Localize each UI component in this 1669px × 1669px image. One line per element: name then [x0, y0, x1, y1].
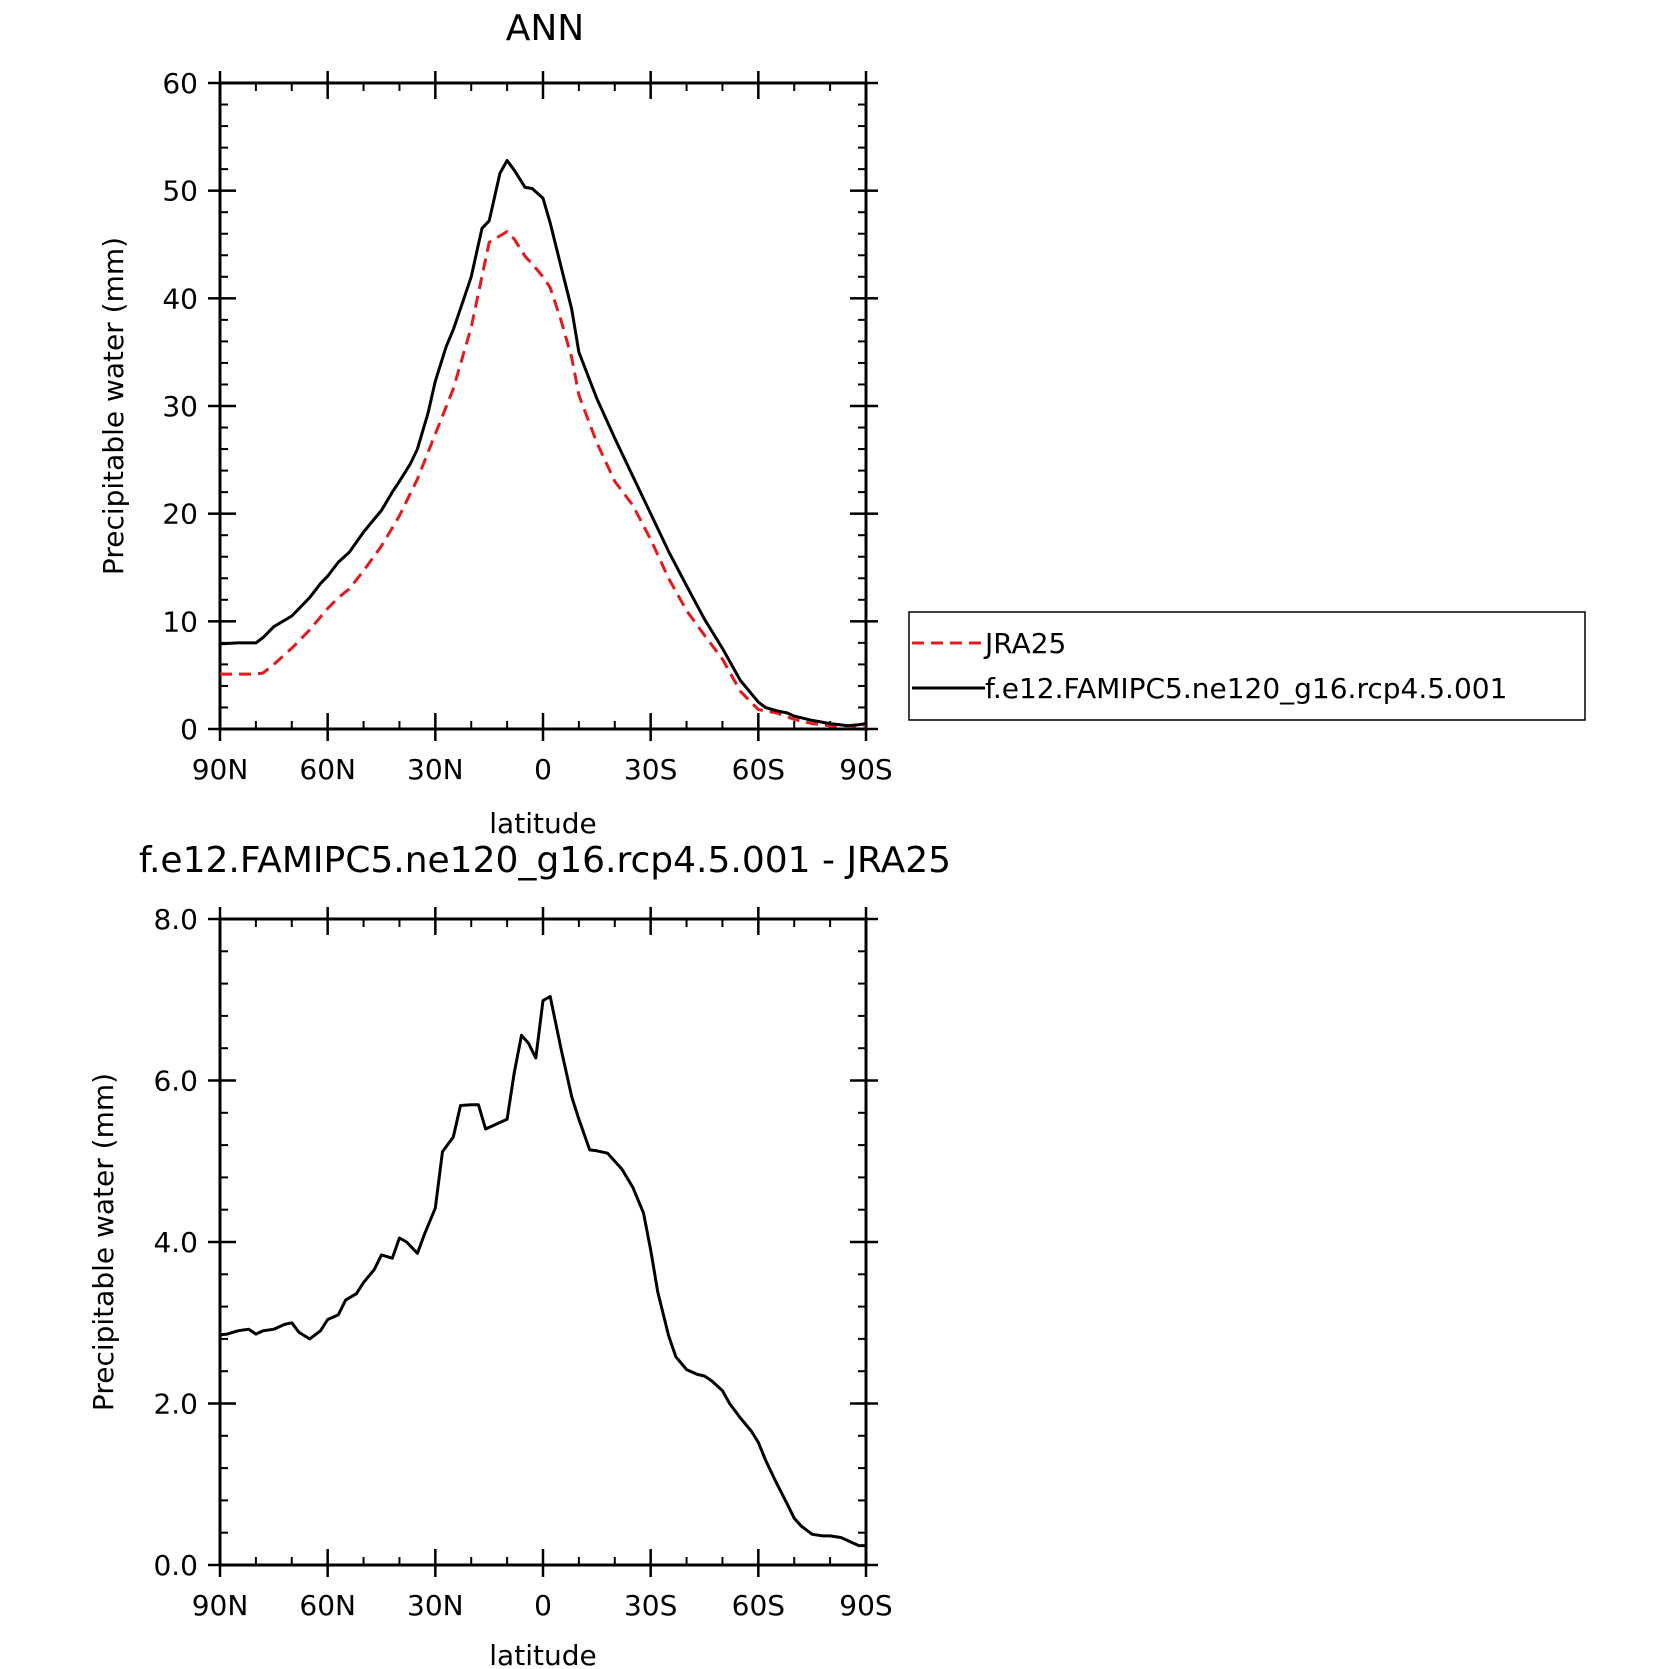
top-plot-frame: [218, 81, 868, 731]
bottom-y-tick-label: 6.0: [153, 1065, 198, 1098]
top-x-tick-label: 0: [534, 753, 552, 786]
bottom-y-tick-label: 8.0: [153, 903, 198, 936]
bottom-y-tick-label: 2.0: [153, 1388, 198, 1421]
bottom-chart: f.e12.FAMIPC5.ne120_g16.rcp4.5.001 - JRA…: [87, 840, 951, 1669]
bottom-axis-ticks: [208, 907, 878, 1577]
legend-label-jra25: JRA25: [983, 627, 1066, 660]
bottom-y-tick-label: 0.0: [153, 1549, 198, 1582]
bottom-x-tick-label: 30S: [624, 1589, 677, 1622]
top-x-tick-label: 60N: [299, 753, 356, 786]
top-x-tick-label: 60S: [732, 753, 785, 786]
bottom-x-axis-label: latitude: [489, 1639, 596, 1669]
bottom-chart-title: f.e12.FAMIPC5.ne120_g16.rcp4.5.001 - JRA…: [139, 840, 951, 881]
top-y-tick-label: 20: [162, 498, 198, 531]
top-y-tick-label: 60: [162, 67, 198, 100]
bottom-x-tick-label: 90N: [192, 1589, 249, 1622]
bottom-x-tick-label: 60N: [299, 1589, 356, 1622]
top-y-axis-label: Precipitable water (mm): [97, 237, 130, 575]
legend: JRA25 f.e12.FAMIPC5.ne120_g16.rcp4.5.001: [908, 611, 1586, 721]
top-x-tick-label: 30S: [624, 753, 677, 786]
top-x-tick-label: 90S: [839, 753, 892, 786]
top-chart-title: ANN: [506, 8, 585, 49]
bottom-series-line-0: [219, 995, 866, 1548]
legend-box: [908, 611, 1586, 721]
top-y-tick-label: 10: [162, 605, 198, 638]
bottom-x-tick-label: 60S: [732, 1589, 785, 1622]
bottom-y-tick-label: 4.0: [153, 1226, 198, 1259]
top-x-axis-label: latitude: [489, 807, 596, 840]
bottom-x-tick-label: 90S: [839, 1589, 892, 1622]
bottom-axis-tick-labels: 90N 60N 30N 0 30S 60S 90S 0.0 2.0 4.0 6.0 8.0: [153, 903, 892, 1622]
top-series-line-jra25: [220, 230, 867, 729]
top-axis-tick-labels: 90N 60N 30N 0 30S 60S 90S 0 10 20 30 40 50 60: [162, 67, 892, 786]
legend-label-model: f.e12.FAMIPC5.ne120_g16.rcp4.5.001: [985, 672, 1507, 705]
top-y-tick-label: 30: [162, 390, 198, 423]
top-x-tick-label: 30N: [407, 753, 464, 786]
top-axis-ticks: [208, 71, 878, 741]
bottom-y-axis-label: Precipitable water (mm): [87, 1073, 120, 1411]
top-x-tick-label: 90N: [192, 753, 249, 786]
bottom-x-tick-label: 30N: [407, 1589, 464, 1622]
top-series-line-f-e12-famipc5-ne120-g16-rcp4-5-001: [219, 159, 867, 728]
top-y-tick-label: 50: [162, 175, 198, 208]
bottom-x-tick-label: 0: [534, 1589, 552, 1622]
top-y-tick-label: 40: [162, 282, 198, 315]
top-chart: ANN 90N 60N 30N 0 30S 60S 90S 0 10 20 30 40 50 60 lat…: [97, 8, 1586, 840]
bottom-series-lines: [219, 995, 866, 1548]
top-series-lines: [219, 159, 867, 729]
top-y-tick-label: 0: [180, 713, 198, 746]
